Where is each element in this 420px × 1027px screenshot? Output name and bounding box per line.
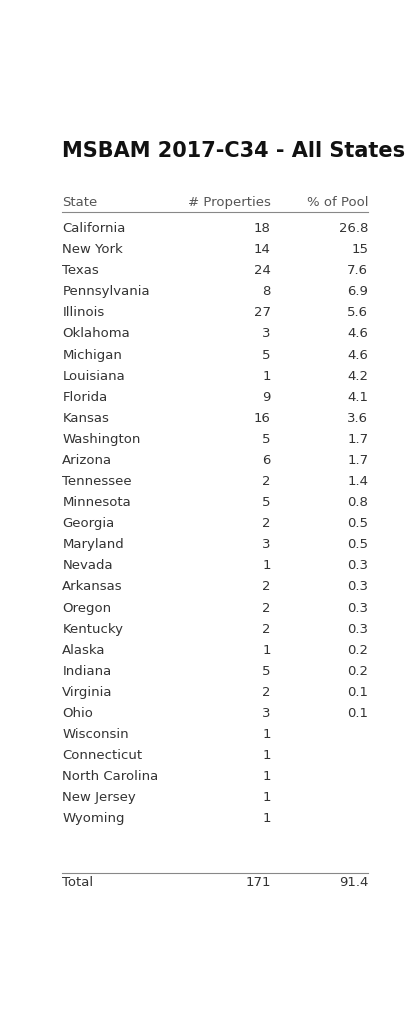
Text: 0.1: 0.1	[347, 686, 368, 698]
Text: Washington: Washington	[62, 432, 141, 446]
Text: MSBAM 2017-C34 - All States: MSBAM 2017-C34 - All States	[62, 142, 405, 161]
Text: Maryland: Maryland	[62, 538, 124, 551]
Text: 3: 3	[262, 328, 270, 341]
Text: 4.2: 4.2	[347, 370, 368, 383]
Text: 0.2: 0.2	[347, 644, 368, 656]
Text: 4.6: 4.6	[347, 328, 368, 341]
Text: Oklahoma: Oklahoma	[62, 328, 130, 341]
Text: 7.6: 7.6	[347, 264, 368, 277]
Text: Wisconsin: Wisconsin	[62, 728, 129, 740]
Text: 0.8: 0.8	[347, 496, 368, 509]
Text: North Carolina: North Carolina	[62, 770, 158, 784]
Text: Wyoming: Wyoming	[62, 812, 125, 826]
Text: 18: 18	[254, 222, 270, 235]
Text: 6.9: 6.9	[347, 286, 368, 298]
Text: 0.3: 0.3	[347, 560, 368, 572]
Text: 0.1: 0.1	[347, 707, 368, 720]
Text: Total: Total	[62, 876, 93, 889]
Text: 4.6: 4.6	[347, 348, 368, 362]
Text: 0.2: 0.2	[347, 664, 368, 678]
Text: 171: 171	[245, 876, 270, 889]
Text: 5: 5	[262, 496, 270, 509]
Text: Kansas: Kansas	[62, 412, 109, 425]
Text: 5.6: 5.6	[347, 306, 368, 319]
Text: New Jersey: New Jersey	[62, 791, 136, 804]
Text: 0.3: 0.3	[347, 580, 368, 594]
Text: 1: 1	[262, 791, 270, 804]
Text: 1: 1	[262, 812, 270, 826]
Text: 2: 2	[262, 476, 270, 488]
Text: 0.5: 0.5	[347, 518, 368, 530]
Text: Arkansas: Arkansas	[62, 580, 123, 594]
Text: 14: 14	[254, 243, 270, 256]
Text: 0.3: 0.3	[347, 622, 368, 636]
Text: 1.7: 1.7	[347, 432, 368, 446]
Text: 5: 5	[262, 348, 270, 362]
Text: 1: 1	[262, 749, 270, 762]
Text: 16: 16	[254, 412, 270, 425]
Text: 2: 2	[262, 686, 270, 698]
Text: 1: 1	[262, 560, 270, 572]
Text: 24: 24	[254, 264, 270, 277]
Text: # Properties: # Properties	[188, 196, 270, 208]
Text: State: State	[62, 196, 97, 208]
Text: 2: 2	[262, 602, 270, 614]
Text: Pennsylvania: Pennsylvania	[62, 286, 150, 298]
Text: 5: 5	[262, 664, 270, 678]
Text: Oregon: Oregon	[62, 602, 111, 614]
Text: 3.6: 3.6	[347, 412, 368, 425]
Text: % of Pool: % of Pool	[307, 196, 368, 208]
Text: 1: 1	[262, 644, 270, 656]
Text: 1: 1	[262, 728, 270, 740]
Text: 3: 3	[262, 707, 270, 720]
Text: 0.5: 0.5	[347, 538, 368, 551]
Text: 1: 1	[262, 770, 270, 784]
Text: 2: 2	[262, 580, 270, 594]
Text: California: California	[62, 222, 126, 235]
Text: 3: 3	[262, 538, 270, 551]
Text: Tennessee: Tennessee	[62, 476, 132, 488]
Text: Kentucky: Kentucky	[62, 622, 123, 636]
Text: Illinois: Illinois	[62, 306, 105, 319]
Text: 15: 15	[351, 243, 368, 256]
Text: 9: 9	[262, 390, 270, 404]
Text: Alaska: Alaska	[62, 644, 106, 656]
Text: Indiana: Indiana	[62, 664, 112, 678]
Text: Florida: Florida	[62, 390, 108, 404]
Text: 2: 2	[262, 518, 270, 530]
Text: Michigan: Michigan	[62, 348, 122, 362]
Text: Minnesota: Minnesota	[62, 496, 131, 509]
Text: Arizona: Arizona	[62, 454, 113, 467]
Text: 6: 6	[262, 454, 270, 467]
Text: 0.3: 0.3	[347, 602, 368, 614]
Text: 5: 5	[262, 432, 270, 446]
Text: Virginia: Virginia	[62, 686, 113, 698]
Text: 1.7: 1.7	[347, 454, 368, 467]
Text: 26.8: 26.8	[339, 222, 368, 235]
Text: Texas: Texas	[62, 264, 99, 277]
Text: 4.1: 4.1	[347, 390, 368, 404]
Text: 8: 8	[262, 286, 270, 298]
Text: Louisiana: Louisiana	[62, 370, 125, 383]
Text: Ohio: Ohio	[62, 707, 93, 720]
Text: 27: 27	[254, 306, 270, 319]
Text: Georgia: Georgia	[62, 518, 115, 530]
Text: 2: 2	[262, 622, 270, 636]
Text: 91.4: 91.4	[339, 876, 368, 889]
Text: 1.4: 1.4	[347, 476, 368, 488]
Text: Nevada: Nevada	[62, 560, 113, 572]
Text: 1: 1	[262, 370, 270, 383]
Text: Connecticut: Connecticut	[62, 749, 142, 762]
Text: New York: New York	[62, 243, 123, 256]
